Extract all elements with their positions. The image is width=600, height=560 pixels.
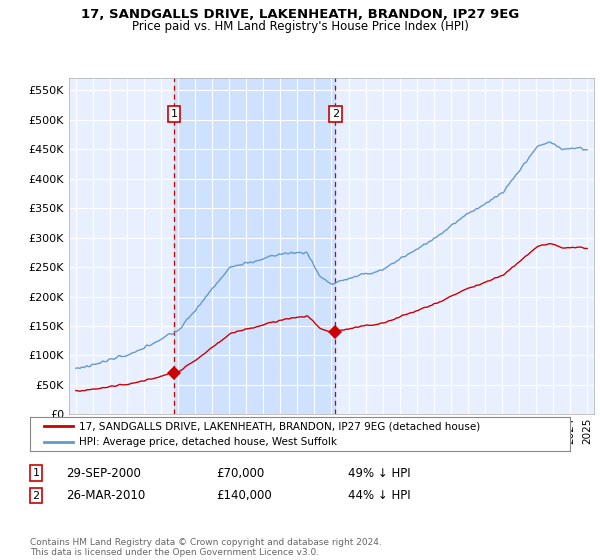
Text: Contains HM Land Registry data © Crown copyright and database right 2024.
This d: Contains HM Land Registry data © Crown c… [30, 538, 382, 557]
Text: 26-MAR-2010: 26-MAR-2010 [66, 489, 145, 502]
Text: 1: 1 [170, 109, 178, 119]
Text: 17, SANDGALLS DRIVE, LAKENHEATH, BRANDON, IP27 9EG: 17, SANDGALLS DRIVE, LAKENHEATH, BRANDON… [81, 8, 519, 21]
Text: £70,000: £70,000 [216, 466, 264, 480]
Text: £140,000: £140,000 [216, 489, 272, 502]
Text: Price paid vs. HM Land Registry's House Price Index (HPI): Price paid vs. HM Land Registry's House … [131, 20, 469, 32]
Text: 2: 2 [332, 109, 339, 119]
Text: 29-SEP-2000: 29-SEP-2000 [66, 466, 141, 480]
Text: 1: 1 [32, 468, 40, 478]
Text: 17, SANDGALLS DRIVE, LAKENHEATH, BRANDON, IP27 9EG (detached house): 17, SANDGALLS DRIVE, LAKENHEATH, BRANDON… [79, 421, 480, 431]
Bar [174, 78, 335, 414]
Text: 49% ↓ HPI: 49% ↓ HPI [348, 466, 410, 480]
Text: 2: 2 [32, 491, 40, 501]
Text: 44% ↓ HPI: 44% ↓ HPI [348, 489, 410, 502]
Text: HPI: Average price, detached house, West Suffolk: HPI: Average price, detached house, West… [79, 437, 337, 447]
